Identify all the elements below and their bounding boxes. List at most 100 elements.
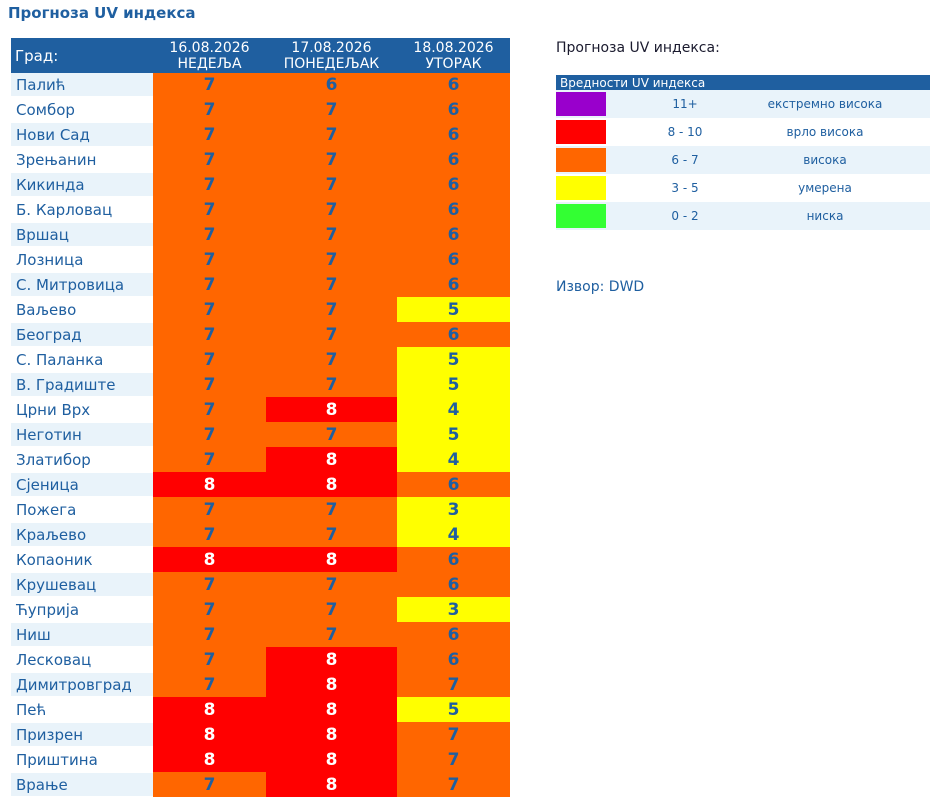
table-row: Кикинда 7 7 6: [11, 172, 510, 198]
uv-value-cell: 7: [153, 147, 266, 172]
uv-value-cell: 5: [397, 422, 510, 447]
uv-value-cell: 7: [397, 772, 510, 797]
uv-value-cell: 7: [153, 572, 266, 597]
uv-value-cell: 8: [266, 447, 397, 472]
uv-value-cell: 7: [153, 772, 266, 797]
city-name: Зрењанин: [11, 147, 153, 173]
legend-label: врло висока: [786, 125, 864, 139]
legend-swatch-cell: [556, 146, 610, 174]
uv-value-cell: 3: [397, 597, 510, 622]
uv-value-cell: 6: [397, 547, 510, 572]
uv-legend-table: Вредности UV индекса 11+ екстремно висока…: [556, 75, 930, 230]
day-weekday: УТОРАК: [425, 55, 482, 72]
uv-value-cell: 5: [397, 297, 510, 322]
city-name: Призрен: [11, 722, 153, 748]
uv-value-cell: 8: [266, 722, 397, 747]
uv-value-cell: 8: [266, 747, 397, 772]
legend-label: висока: [760, 146, 930, 174]
table-header-row: Град: 16.08.2026 НЕДЕЉА 17.08.2026 ПОНЕД…: [11, 38, 510, 73]
city-name: Ниш: [11, 622, 153, 648]
uv-value-cell: 7: [266, 622, 397, 647]
legend-swatch-cell: [556, 174, 610, 202]
uv-forecast-table: Град: 16.08.2026 НЕДЕЉА 17.08.2026 ПОНЕД…: [11, 38, 510, 798]
city-name: Ваљево: [11, 297, 153, 323]
uv-value-cell: 7: [266, 197, 397, 222]
table-row: Ниш 7 7 6: [11, 622, 510, 648]
uv-value-cell: 7: [266, 172, 397, 197]
uv-value-cell: 7: [153, 422, 266, 447]
uv-value-cell: 8: [153, 697, 266, 722]
uv-value-cell: 6: [397, 272, 510, 297]
table-row: Лозница 7 7 6: [11, 247, 510, 273]
uv-value-cell: 6: [397, 572, 510, 597]
table-row: Врање 7 8 7: [11, 772, 510, 798]
table-row: Краљево 7 7 4: [11, 522, 510, 548]
uv-value-cell: 7: [153, 73, 266, 97]
uv-value-cell: 8: [266, 697, 397, 722]
uv-value-cell: 4: [397, 397, 510, 422]
table-row: Приштина 8 8 7: [11, 747, 510, 773]
uv-value-cell: 7: [266, 572, 397, 597]
city-name: Палић: [11, 73, 153, 98]
day-column-header: 18.08.2026 УТОРАК: [397, 38, 510, 73]
day-date: 18.08.2026: [413, 39, 494, 56]
table-row: Б. Карловац 7 7 6: [11, 197, 510, 223]
uv-value-cell: 7: [153, 222, 266, 247]
table-row: Неготин 7 7 5: [11, 422, 510, 448]
table-row: Београд 7 7 6: [11, 322, 510, 348]
legend-swatch-cell: [556, 90, 610, 118]
uv-value-cell: 7: [266, 522, 397, 547]
uv-value-cell: 7: [266, 597, 397, 622]
legend-range: 11+: [610, 90, 760, 118]
uv-value-cell: 8: [266, 397, 397, 422]
table-row: Копаоник 8 8 6: [11, 547, 510, 573]
city-name: Београд: [11, 322, 153, 348]
table-row: Црни Врх 7 8 4: [11, 397, 510, 423]
city-name: В. Градиште: [11, 372, 153, 398]
table-row: Крушевац 7 7 6: [11, 572, 510, 598]
legend-header: Вредности UV индекса: [556, 75, 930, 90]
legend-color-swatch: [556, 176, 606, 200]
uv-value-cell: 7: [397, 747, 510, 772]
uv-value-cell: 8: [266, 547, 397, 572]
city-name: Копаоник: [11, 547, 153, 573]
day-weekday: НЕДЕЉА: [177, 55, 242, 72]
legend-row: 11+ екстремно висока: [556, 90, 930, 118]
uv-value-cell: 6: [266, 73, 397, 97]
day-date: 17.08.2026: [291, 39, 372, 56]
uv-value-cell: 4: [397, 522, 510, 547]
uv-value-cell: 7: [266, 422, 397, 447]
city-name: Пожега: [11, 497, 153, 523]
table-row: Сјеница 8 8 6: [11, 472, 510, 498]
uv-value-cell: 6: [397, 147, 510, 172]
uv-value-cell: 6: [397, 472, 510, 497]
uv-value-cell: 7: [266, 372, 397, 397]
legend-range: 0 - 2: [610, 202, 760, 230]
legend-color-swatch: [556, 148, 606, 172]
uv-value-cell: 7: [153, 397, 266, 422]
day-column-header: 16.08.2026 НЕДЕЉА: [153, 38, 266, 73]
city-name: Лозница: [11, 247, 153, 273]
uv-value-cell: 7: [266, 272, 397, 297]
city-name: Краљево: [11, 522, 153, 548]
table-row: В. Градиште 7 7 5: [11, 372, 510, 398]
uv-value-cell: 7: [153, 272, 266, 297]
table-row: Сомбор 7 7 6: [11, 97, 510, 123]
legend-range: 8 - 10: [667, 125, 703, 139]
legend-row: 3 - 5 умерена: [556, 174, 930, 202]
legend-range: 6 - 7: [610, 146, 760, 174]
uv-value-cell: 5: [397, 697, 510, 722]
table-row: С. Митровица 7 7 6: [11, 272, 510, 298]
city-name: Димитровград: [11, 672, 153, 698]
uv-value-cell: 6: [397, 222, 510, 247]
uv-value-cell: 7: [266, 122, 397, 147]
page-title: Прогноза UV индекса: [8, 4, 196, 22]
legend-swatch-cell: [556, 118, 610, 146]
uv-value-cell: 6: [397, 73, 510, 97]
uv-value-cell: 7: [266, 97, 397, 122]
uv-value-cell: 5: [397, 372, 510, 397]
legend-color-swatch: [556, 92, 606, 116]
uv-value-cell: 7: [266, 222, 397, 247]
uv-value-cell: 7: [153, 597, 266, 622]
uv-value-cell: 6: [397, 247, 510, 272]
